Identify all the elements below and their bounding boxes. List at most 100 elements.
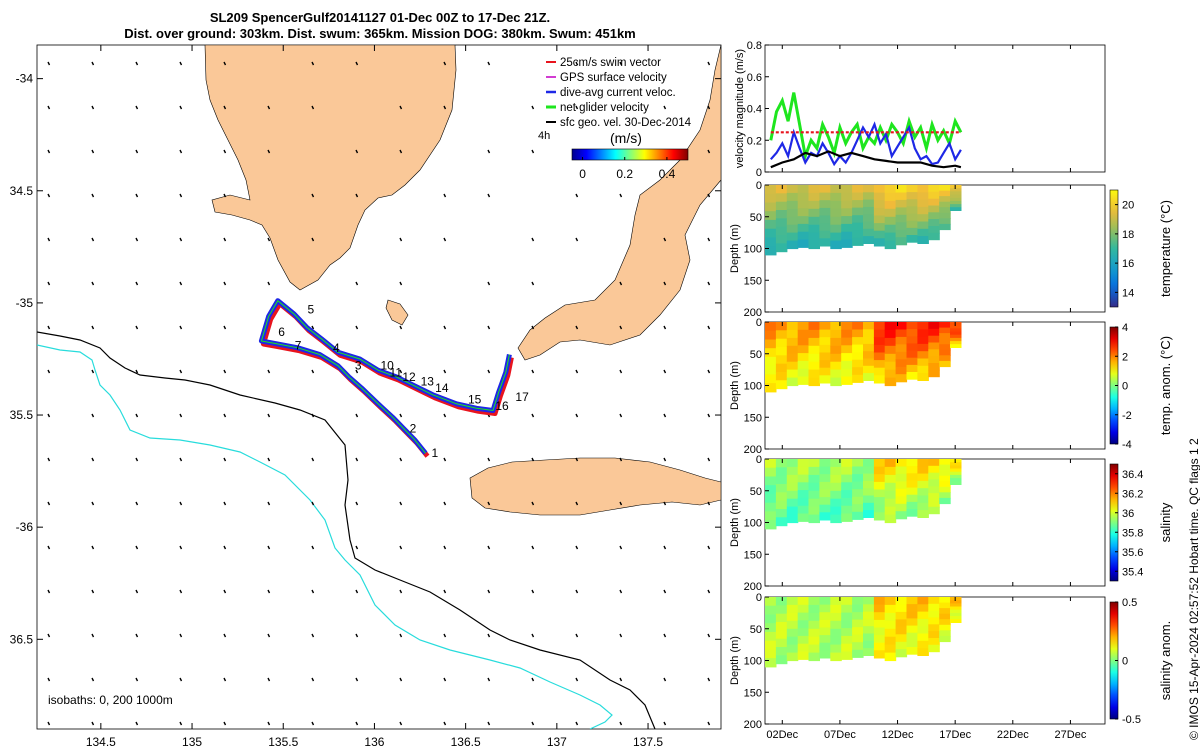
time-tick-label: 02Dec	[766, 729, 798, 741]
section-cell	[852, 207, 864, 216]
velocity-arrow	[47, 545, 51, 550]
section-cell	[775, 638, 788, 648]
velocity-arrow	[179, 721, 183, 726]
section-cell	[928, 603, 940, 612]
velocity-arrow	[443, 721, 447, 726]
section-cell	[819, 481, 831, 491]
section-cell	[765, 330, 777, 340]
velocity-arrow	[487, 281, 491, 286]
velocity-arrow	[223, 325, 227, 330]
colorbar-tick-label: -0.5	[1122, 714, 1141, 726]
time-tick-label: 27Dec	[1055, 729, 1087, 741]
section-cell	[863, 343, 875, 352]
velocity-arrow	[47, 105, 51, 110]
section-cell	[819, 466, 831, 475]
velocity-arrow	[707, 457, 711, 462]
section-cell	[765, 485, 777, 495]
section-cell	[884, 345, 897, 355]
section-cell	[786, 322, 799, 331]
section-cell	[819, 512, 831, 521]
velocity-arrow	[443, 589, 447, 594]
section-cell	[808, 597, 820, 606]
velocity-arrow	[399, 457, 403, 462]
section-cell	[884, 474, 897, 484]
section-cell	[765, 211, 777, 221]
section-cell	[786, 216, 799, 226]
section-cell	[928, 644, 940, 653]
section-cell	[830, 337, 842, 347]
velocity-arrow	[311, 545, 315, 550]
section-cell	[917, 611, 929, 620]
section-cell	[895, 503, 908, 512]
velocity-arrow	[443, 237, 447, 242]
velocity-arrow	[575, 237, 579, 242]
section-cell	[797, 368, 810, 378]
section-cell	[841, 353, 853, 362]
velocity-arrow	[135, 237, 139, 242]
section-cell	[830, 459, 842, 468]
section-cell	[765, 193, 777, 203]
section-cell	[765, 348, 777, 358]
legend-swim-vector: 25cm/s swim vector	[560, 57, 661, 69]
section-cell	[950, 459, 962, 463]
section-cell	[895, 185, 908, 194]
velocity-series-line	[770, 150, 962, 169]
section-cell	[863, 510, 875, 518]
time-tick-label: 07Dec	[824, 729, 856, 741]
section-cell	[841, 192, 853, 202]
velocity-arrow	[663, 105, 667, 110]
colorbar-label: salinity anom.	[1158, 621, 1173, 700]
section-cell	[939, 196, 951, 203]
section-cell	[928, 617, 940, 625]
section-cell	[928, 349, 940, 357]
velocity-arrow	[135, 193, 139, 198]
section-cell	[939, 608, 951, 615]
velocity-arrow	[531, 369, 535, 374]
velocity-arrow	[223, 721, 227, 726]
section-cell	[873, 322, 886, 331]
section-cell	[950, 322, 962, 326]
section-cell	[797, 490, 810, 499]
section-cell	[917, 206, 929, 215]
section-panel-3: 0 50 100 150 200 Depth (m) 35.4 35.6 35.8 36 36.2 3…	[729, 454, 1173, 593]
section-cell	[841, 376, 853, 385]
section-cell	[884, 514, 897, 524]
velocity-arrow	[267, 457, 271, 462]
section-cell	[808, 345, 820, 355]
section-cell	[928, 335, 940, 344]
section-cell	[765, 658, 777, 668]
colorbar-label: temperature (°C)	[1158, 200, 1173, 297]
section-cell	[950, 474, 962, 479]
waypoint-label: 12	[402, 370, 416, 384]
section-cell	[939, 492, 951, 499]
section-cell	[928, 479, 940, 487]
section-cell	[775, 509, 788, 518]
section-cell	[917, 228, 929, 237]
section-cell	[895, 459, 908, 468]
section-cell	[873, 474, 886, 483]
section-cell	[939, 624, 951, 631]
section-cell	[797, 192, 810, 202]
velocity-arrow	[355, 325, 359, 330]
section-cell	[830, 597, 842, 606]
section-cell	[808, 200, 820, 210]
velocity-arrow	[223, 369, 227, 374]
section-cell	[775, 459, 788, 468]
section-cell	[786, 232, 799, 242]
section-cell	[830, 200, 842, 210]
depth-tick-label: 200	[744, 444, 762, 456]
velocity-y-tick-label: 0.2	[747, 135, 762, 147]
section-cell	[917, 343, 929, 352]
waypoint-label: 4	[333, 341, 340, 355]
section-cell	[765, 228, 777, 238]
section-cell	[939, 201, 951, 208]
velocity-arrow	[399, 105, 403, 110]
velocity-arrow	[399, 369, 403, 374]
section-cell	[950, 344, 962, 348]
section-cell	[852, 322, 864, 331]
depth-axis-label: Depth (m)	[729, 361, 741, 410]
section-cell	[852, 511, 864, 520]
section-cell	[830, 506, 842, 516]
section-cell	[906, 625, 918, 634]
velocity-arrow	[487, 589, 491, 594]
